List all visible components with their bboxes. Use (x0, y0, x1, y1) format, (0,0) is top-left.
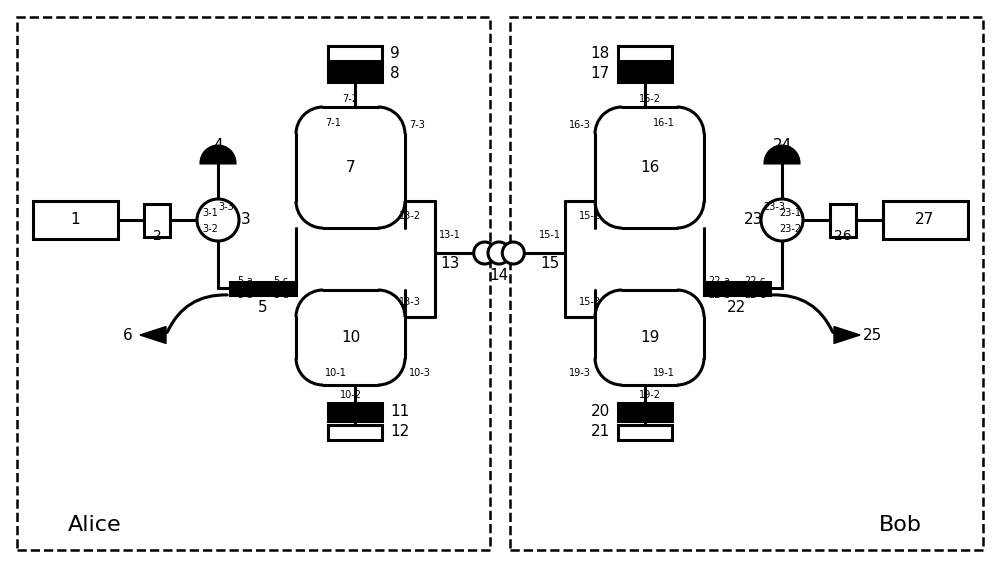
Text: 3-1: 3-1 (202, 208, 218, 218)
Bar (328, 425, 382, 439)
Circle shape (197, 199, 239, 241)
Text: 10: 10 (341, 330, 360, 345)
Text: 23-1: 23-1 (779, 208, 801, 218)
Text: 19: 19 (640, 330, 659, 345)
Bar (618, 425, 672, 439)
Bar (510, 17, 983, 550)
Polygon shape (834, 327, 860, 344)
Text: 23-2: 23-2 (779, 224, 801, 234)
Circle shape (761, 199, 803, 241)
Text: 15-2: 15-2 (579, 211, 601, 221)
Bar (328, 64, 382, 82)
Circle shape (488, 242, 510, 264)
Text: 20: 20 (591, 404, 610, 420)
Text: 16: 16 (640, 160, 659, 175)
Text: 13: 13 (440, 256, 459, 270)
Bar (704, 281, 770, 294)
Text: 4: 4 (213, 138, 223, 153)
Text: 16-1: 16-1 (653, 118, 675, 128)
Text: 24: 24 (772, 138, 792, 153)
Text: 2: 2 (153, 229, 161, 243)
Bar (17, 17, 490, 550)
Circle shape (502, 242, 524, 264)
Text: 22-c: 22-c (744, 276, 766, 286)
Text: 25: 25 (862, 328, 882, 342)
Text: 13-1: 13-1 (439, 230, 461, 240)
Circle shape (474, 242, 496, 264)
Text: 1: 1 (70, 213, 80, 227)
Wedge shape (765, 146, 799, 163)
Text: 3: 3 (241, 213, 251, 227)
Text: 15: 15 (541, 256, 560, 270)
Bar (328, 45, 382, 61)
Wedge shape (201, 146, 235, 163)
Text: 5-a: 5-a (237, 276, 253, 286)
Text: 3-2: 3-2 (202, 224, 218, 234)
Text: 10-1: 10-1 (325, 368, 347, 378)
Text: 16-2: 16-2 (639, 94, 660, 104)
Text: 7: 7 (346, 160, 355, 175)
Text: 22-a: 22-a (708, 276, 730, 286)
Bar (32, 201, 118, 239)
Text: 7-3: 7-3 (409, 120, 425, 130)
Text: 7-2: 7-2 (342, 94, 358, 104)
Text: 23-3: 23-3 (763, 202, 785, 212)
Bar (328, 403, 382, 421)
Text: 16-3: 16-3 (569, 120, 591, 130)
Text: 12: 12 (390, 425, 409, 439)
Text: 22-b: 22-b (708, 290, 730, 300)
Text: 5-c: 5-c (273, 276, 289, 286)
Bar (883, 201, 968, 239)
Text: 7-1: 7-1 (325, 118, 341, 128)
Text: 21: 21 (591, 425, 610, 439)
Text: 11: 11 (390, 404, 409, 420)
Bar (618, 403, 672, 421)
Text: 13-2: 13-2 (399, 211, 421, 221)
Text: 19-3: 19-3 (569, 368, 591, 378)
Text: 10-3: 10-3 (409, 368, 431, 378)
Bar (830, 204, 856, 236)
Text: 5-b: 5-b (237, 290, 253, 300)
Polygon shape (140, 327, 166, 344)
Text: 6: 6 (123, 328, 133, 342)
Text: 3-3: 3-3 (218, 202, 234, 212)
Text: 17: 17 (591, 66, 610, 81)
Text: 15-1: 15-1 (539, 230, 561, 240)
Text: 26: 26 (834, 229, 852, 243)
Text: 15-3: 15-3 (579, 297, 601, 307)
Text: 14: 14 (489, 268, 509, 282)
Text: Alice: Alice (68, 515, 122, 535)
Text: 22: 22 (727, 301, 747, 315)
Text: 22-d: 22-d (744, 290, 766, 300)
Text: 19-1: 19-1 (653, 368, 675, 378)
Text: 8: 8 (390, 66, 400, 81)
Text: 18: 18 (591, 45, 610, 61)
Text: Bob: Bob (879, 515, 922, 535)
Bar (230, 281, 296, 294)
Text: 23: 23 (744, 213, 764, 227)
Text: 10-2: 10-2 (340, 390, 362, 400)
Text: 13-3: 13-3 (399, 297, 421, 307)
Text: 27: 27 (915, 213, 935, 227)
Text: 19-2: 19-2 (639, 390, 660, 400)
Bar (144, 204, 170, 236)
Bar (618, 45, 672, 61)
Bar (618, 64, 672, 82)
Text: 5: 5 (258, 301, 268, 315)
Text: 5-d: 5-d (273, 290, 289, 300)
Text: 9: 9 (390, 45, 400, 61)
